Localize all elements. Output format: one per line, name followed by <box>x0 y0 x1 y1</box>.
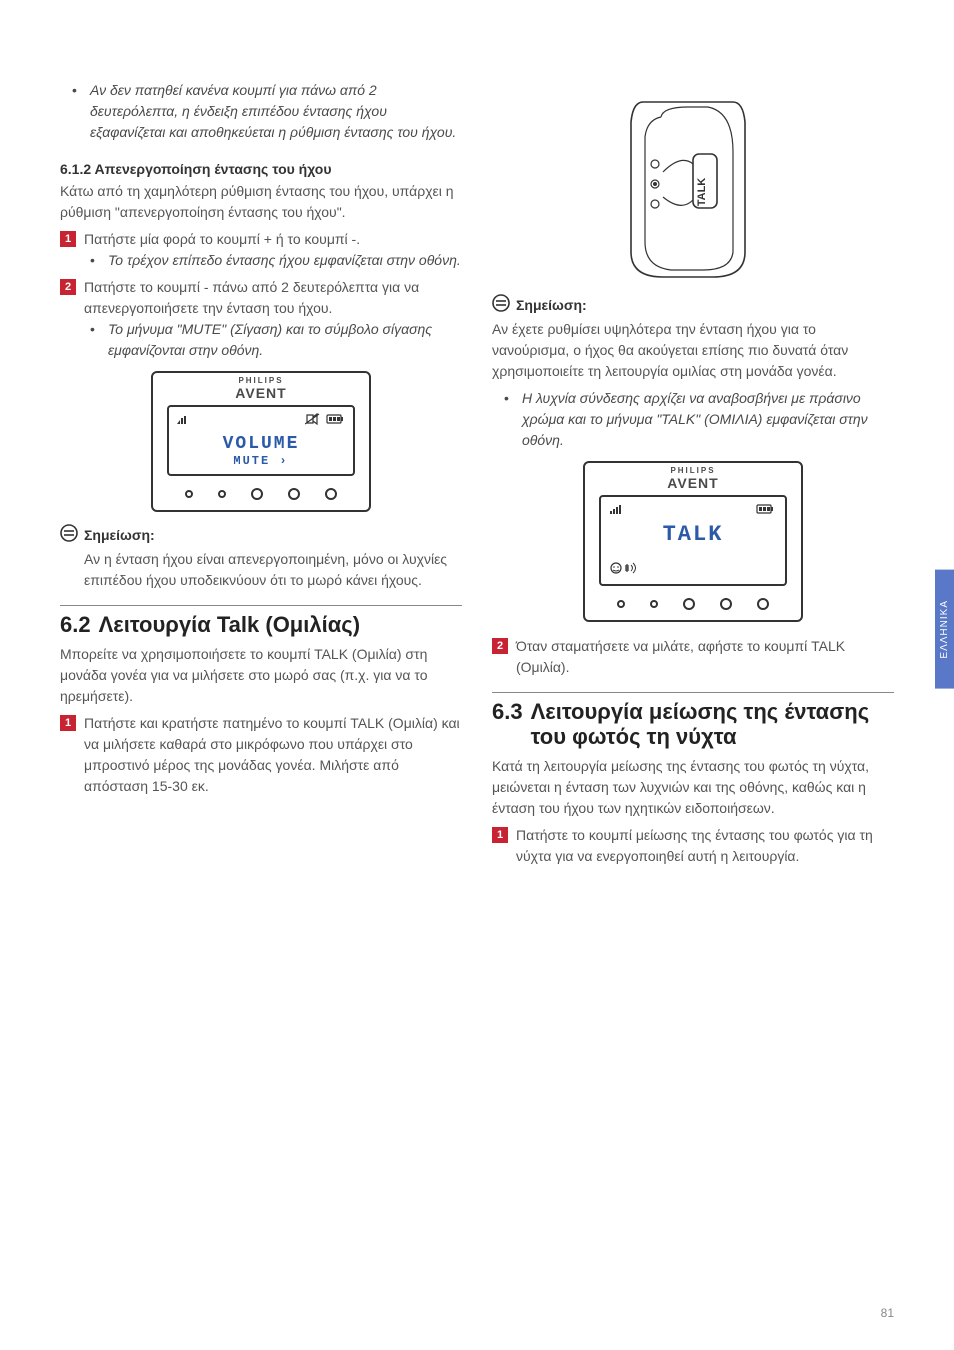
lcd1-sub: MUTE › <box>177 454 345 468</box>
page-number: 81 <box>881 1306 894 1320</box>
note-icon <box>492 294 510 315</box>
signal-icon <box>177 413 195 428</box>
note-icon <box>60 524 78 545</box>
lcd-btn <box>757 598 769 610</box>
lcd2-icons-row <box>609 561 777 578</box>
section-62: 6.2 Λειτουργία Talk (Ομιλίας) <box>60 605 462 638</box>
lcd-btn <box>325 488 337 500</box>
step-1: 1 Πατήστε μία φορά το κουμπί + ή το κουμ… <box>60 229 462 250</box>
step-1-text: Πατήστε μία φορά το κουμπί + ή το κουμπί… <box>84 229 462 250</box>
note-heading-left: Σημείωση: <box>60 524 462 545</box>
step-badge-2: 2 <box>492 638 508 654</box>
lcd-btn <box>617 600 625 608</box>
lcd2-main: TALK <box>609 522 777 547</box>
right-step-2: 2 Όταν σταματήσετε να μιλάτε, αφήστε το … <box>492 636 894 678</box>
mute-battery-icons <box>305 413 345 428</box>
lcd1-main: VOLUME <box>177 434 345 454</box>
sec63-body: Κατά τη λειτουργία μείωσης της έντασης τ… <box>492 756 894 819</box>
lcd2-buttons <box>585 594 801 620</box>
intro-bullet: Αν δεν πατηθεί κανένα κουμπί για πάνω απ… <box>90 80 462 143</box>
step-badge-2: 2 <box>60 279 76 295</box>
lcd1-brand: AVENT <box>153 385 369 401</box>
lcd-btn <box>251 488 263 500</box>
sec63-step1-text: Πατήστε το κουμπί μείωσης της έντασης το… <box>516 825 894 867</box>
lcd-btn <box>185 490 193 498</box>
step-badge-1: 1 <box>492 827 508 843</box>
lcd1-status-row <box>177 413 345 428</box>
lcd-talk: PHILIPS AVENT <box>583 461 803 622</box>
lcd1-display: VOLUME MUTE › <box>167 405 355 476</box>
lcd2-brand: AVENT <box>585 475 801 491</box>
step-2: 2 Πατήστε το κουμπί - πάνω από 2 δευτερό… <box>60 277 462 319</box>
sec62-step-1: 1 Πατήστε και κρατήστε πατημένο το κουμπ… <box>60 713 462 797</box>
lcd1-buttons <box>153 484 369 510</box>
step-1-bullet-list: Το τρέχον επίπεδο έντασης ήχου εμφανίζετ… <box>60 250 462 271</box>
left-column: Αν δεν πατηθεί κανένα κουμπί για πάνω απ… <box>60 80 462 867</box>
section-63: 6.3 Λειτουργία μείωσης της έντασης του φ… <box>492 692 894 750</box>
step-2-bullet-list: Το μήνυμα "MUTE" (Σίγαση) και το σύμβολο… <box>60 319 462 361</box>
lcd-volume-mute: PHILIPS AVENT <box>151 371 371 512</box>
step-badge-1: 1 <box>60 231 76 247</box>
language-side-tab: ΕΛΛΗΝΙΚΑ <box>935 570 954 689</box>
sec62-num: 6.2 <box>60 612 91 638</box>
step-badge-1: 1 <box>60 715 76 731</box>
lcd2-display: TALK <box>599 495 787 586</box>
note-label-left: Σημείωση: <box>84 527 155 543</box>
lcd2-status-row <box>609 503 777 518</box>
step-2-bullet: Το μήνυμα "MUTE" (Σίγαση) και το σύμβολο… <box>108 319 462 361</box>
sec63-step-1: 1 Πατήστε το κουμπί μείωσης της έντασης … <box>492 825 894 867</box>
sec62-body: Μπορείτε να χρησιμοποιήσετε το κουμπί TA… <box>60 644 462 707</box>
signal-icon <box>609 503 627 518</box>
lcd-btn <box>720 598 732 610</box>
intro-bullet-list: Αν δεν πατηθεί κανένα κουμπί για πάνω απ… <box>60 80 462 143</box>
battery-icon <box>755 503 777 518</box>
note-bullet-right: Η λυχνία σύνδεσης αρχίζει να αναβοσβήνει… <box>522 388 894 451</box>
sec63-title: Λειτουργία μείωσης της έντασης του φωτός… <box>531 699 894 750</box>
step-2-text: Πατήστε το κουμπί - πάνω από 2 δευτερόλε… <box>84 277 462 319</box>
lcd-btn <box>683 598 695 610</box>
right-column: TALK Σημείωση: Αν έχετε ρυθμίσει υψηλότε… <box>492 80 894 867</box>
lcd-btn <box>288 488 300 500</box>
lcd2-brand-small: PHILIPS <box>585 463 801 475</box>
step-1-bullet: Το τρέχον επίπεδο έντασης ήχου εμφανίζετ… <box>108 250 462 271</box>
svg-text:TALK: TALK <box>696 178 708 207</box>
sec62-step1-text: Πατήστε και κρατήστε πατημένο το κουμπί … <box>84 713 462 797</box>
note-body-right: Αν έχετε ρυθμίσει υψηλότερα την ένταση ή… <box>492 319 894 382</box>
lcd-btn <box>218 490 226 498</box>
sec62-title: Λειτουργία Talk (Ομιλίας) <box>99 612 360 638</box>
note-body-left: Αν η ένταση ήχου είναι απενεργοποιημένη,… <box>84 549 462 591</box>
lcd-btn <box>650 600 658 608</box>
lcd1-brand-small: PHILIPS <box>153 373 369 385</box>
note-heading-right: Σημείωση: <box>492 294 894 315</box>
body-612: Κάτω από τη χαμηλότερη ρύθμιση έντασης τ… <box>60 181 462 223</box>
sec63-num: 6.3 <box>492 699 523 750</box>
note-bullet-list-right: Η λυχνία σύνδεσης αρχίζει να αναβοσβήνει… <box>492 388 894 451</box>
right-step2-text: Όταν σταματήσετε να μιλάτε, αφήστε το κο… <box>516 636 894 678</box>
note-label-right: Σημείωση: <box>516 297 587 313</box>
handset-talk-illustration: TALK <box>573 92 813 282</box>
subheading-612: 6.1.2 Απενεργοποίηση έντασης του ήχου <box>60 161 462 177</box>
